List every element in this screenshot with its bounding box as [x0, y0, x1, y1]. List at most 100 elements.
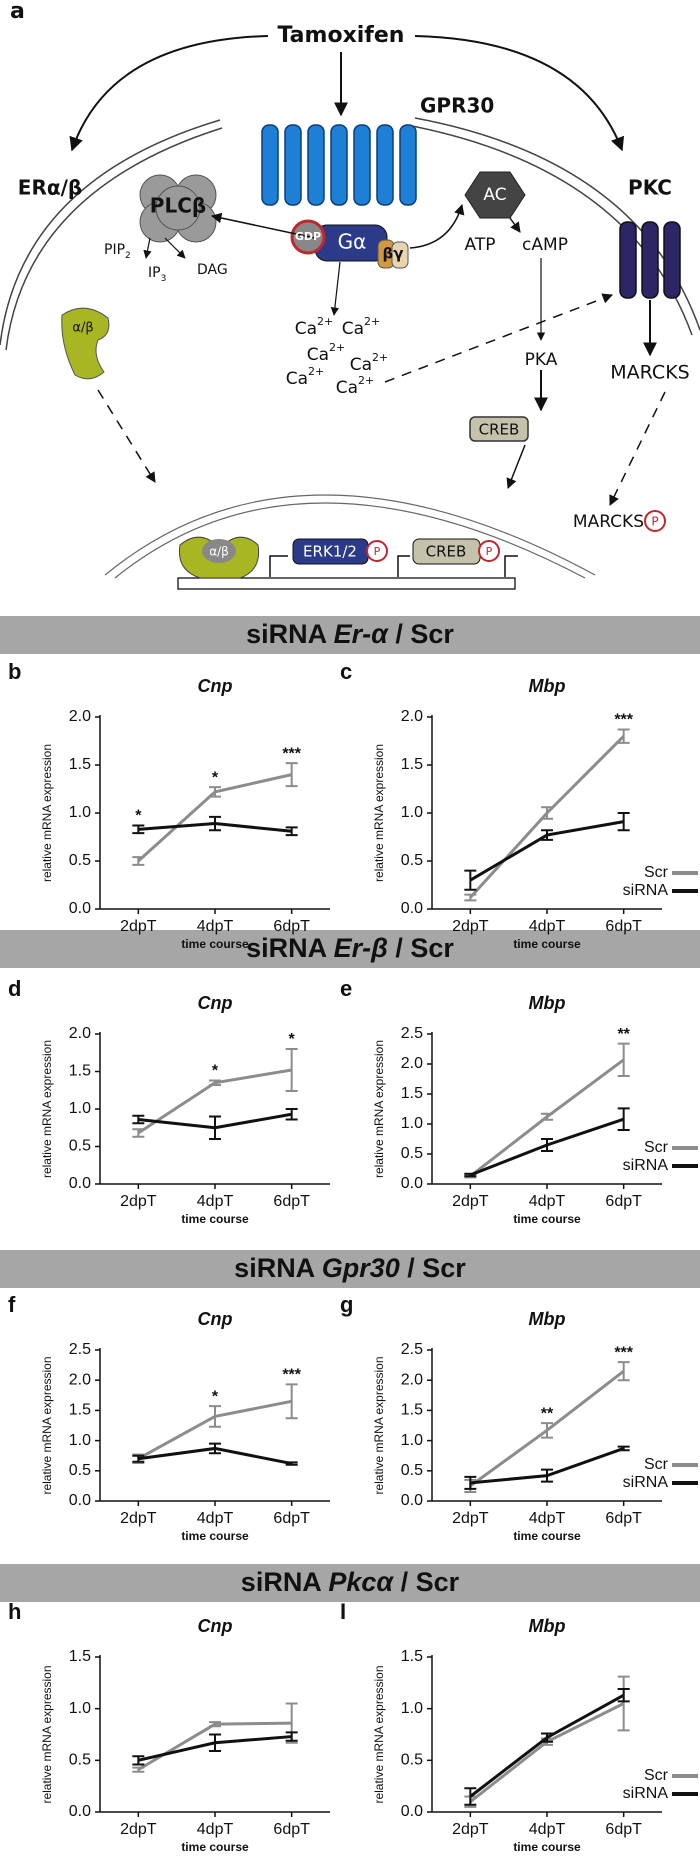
legend-label: siRNA	[623, 882, 669, 899]
error-bar	[209, 1721, 221, 1728]
section-suffix: / Scr	[401, 1567, 460, 1597]
error-bar	[209, 1733, 221, 1753]
label: IP3	[148, 265, 166, 284]
x-axis-label: time course	[513, 937, 581, 951]
y-axis-label: relative mRNA expression	[372, 744, 386, 882]
cell-membrane	[0, 119, 221, 346]
arrow	[210, 212, 316, 239]
error-bar	[132, 824, 145, 835]
y-tick-label: 1.5	[401, 1085, 423, 1102]
error-bar	[285, 1383, 298, 1420]
label: βγ	[383, 245, 404, 263]
label: P	[486, 545, 493, 558]
label: P	[374, 545, 381, 558]
x-tick-label: 2dpT	[120, 1193, 157, 1210]
significance: *	[289, 1031, 296, 1048]
error-bar	[285, 1048, 298, 1092]
panel-letter: e	[340, 976, 352, 1001]
arrow	[97, 389, 156, 483]
x-tick-label: 4dpT	[197, 1821, 234, 1838]
y-tick-label: 0.5	[69, 1752, 91, 1769]
y-tick-label: 0.0	[69, 900, 91, 917]
panel-letter: b	[8, 659, 21, 684]
x-tick-label: 6dpT	[605, 918, 642, 935]
calcium-group: Ca2+ Ca2+Ca2+Ca2+Ca2+Ca2+	[286, 315, 389, 398]
y-axis-label: relative mRNA expression	[372, 1665, 386, 1803]
dna	[177, 577, 516, 590]
y-tick-label: 1.5	[69, 1648, 91, 1665]
section-suffix: / Scr	[407, 1253, 466, 1283]
section-prefix: siRNA	[241, 1567, 322, 1597]
chart-title: Mbp	[529, 993, 566, 1013]
section-gene: Er-α	[334, 619, 390, 649]
y-tick-label: 1.5	[401, 756, 423, 773]
error-bar	[209, 815, 221, 832]
y-tick-label: 0.0	[401, 1492, 423, 1509]
calcium-label: Ca2+	[307, 341, 346, 365]
label: Tamoxifen	[278, 23, 405, 48]
pathway-diagram: a Tamoxifen GPR30 ERα/β PLCβ PIP2 IP3 DA…	[0, 0, 700, 590]
error-bar	[541, 829, 553, 841]
label: P	[651, 515, 658, 529]
error-bar	[132, 1454, 145, 1463]
x-tick-label: 6dpT	[273, 1510, 310, 1527]
x-tick-label: 4dpT	[197, 1510, 234, 1527]
label: cAMP	[522, 235, 568, 255]
error-bar	[617, 812, 630, 832]
legend-label: Scr	[644, 1139, 669, 1156]
legend-label: Scr	[644, 1767, 669, 1784]
error-bar	[617, 1688, 630, 1703]
error-bar	[209, 1115, 221, 1140]
calcium-label: Ca2+	[286, 365, 325, 389]
y-axis-label: relative mRNA expression	[372, 1356, 386, 1494]
y-tick-label: 1.0	[401, 1115, 423, 1132]
arrow	[509, 217, 521, 233]
x-axis-label: time course	[513, 1840, 581, 1854]
error-bar	[209, 1079, 221, 1086]
section-title: siRNA Pkcα / Scr	[241, 1567, 460, 1597]
error-bar	[464, 1475, 477, 1490]
label: ERα/β	[18, 176, 82, 200]
section-gene: Er-β	[334, 933, 388, 963]
error-bar	[617, 1107, 630, 1131]
error-bar	[132, 856, 145, 866]
label: CREB	[479, 421, 520, 439]
x-axis-label: time course	[181, 1529, 249, 1543]
error-bar	[132, 1755, 145, 1766]
error-bar	[541, 1138, 553, 1152]
y-tick-label: 1.0	[69, 1100, 91, 1117]
y-tick-label: 0.5	[401, 1145, 423, 1162]
y-tick-label: 0.5	[401, 852, 423, 869]
label: DAG	[197, 262, 228, 278]
cell-membrane	[414, 117, 700, 331]
label: α/β	[72, 321, 93, 336]
y-axis-label: relative mRNA expression	[40, 1040, 54, 1178]
calcium-label: Ca2+	[342, 315, 381, 339]
phospho-circle	[478, 540, 500, 562]
y-tick-label: 1.5	[69, 1402, 91, 1419]
x-axis-label: time course	[181, 1840, 249, 1854]
label: Ca	[307, 345, 329, 365]
error-bar	[617, 1042, 630, 1077]
calcium-label: Ca2+	[336, 374, 375, 398]
error-bar	[464, 869, 477, 891]
arrow	[69, 35, 269, 152]
section-band	[0, 1564, 700, 1602]
legend-label: Scr	[644, 1456, 669, 1473]
label: PIP2	[104, 242, 131, 261]
significance: ***	[282, 1367, 301, 1384]
y-tick-label: 2.0	[401, 1055, 423, 1072]
panel-letter: f	[8, 1292, 16, 1317]
chart-title: Cnp	[198, 1309, 233, 1329]
panel-letter: a	[10, 0, 25, 24]
y-tick-label: 2.5	[69, 1341, 91, 1358]
y-tick-label: 2.0	[69, 1025, 91, 1042]
x-tick-label: 4dpT	[529, 1510, 566, 1527]
label: Gα	[338, 230, 367, 254]
y-tick-label: 1.5	[69, 1063, 91, 1080]
x-axis-label: time course	[181, 937, 249, 951]
superscript: 2+	[358, 374, 374, 387]
x-tick-label: 6dpT	[605, 1193, 642, 1210]
error-bar	[285, 1108, 298, 1121]
creb-box	[469, 416, 529, 442]
